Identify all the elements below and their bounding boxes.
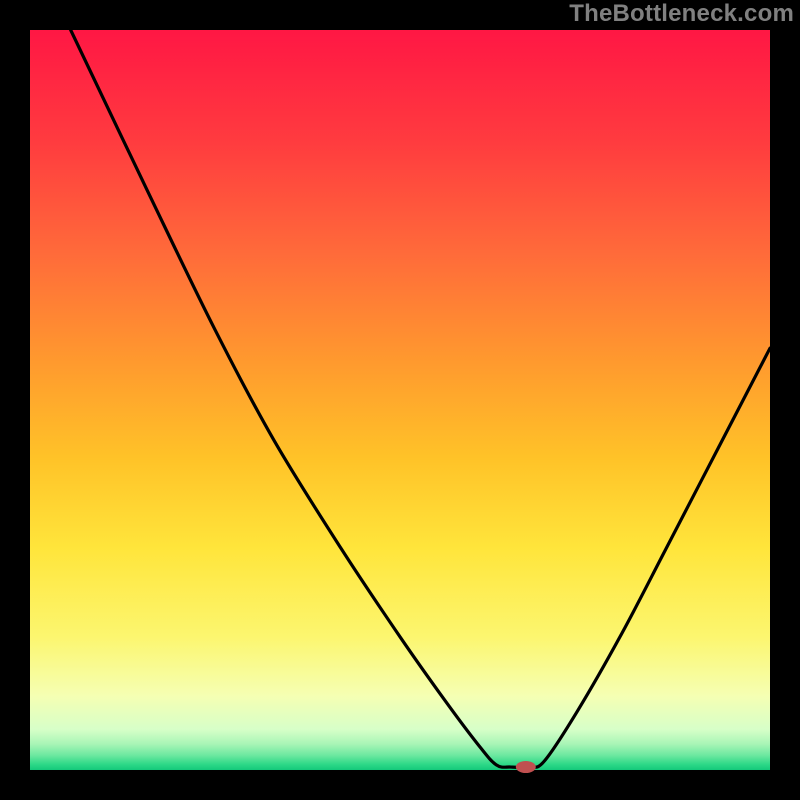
bottleneck-chart	[0, 0, 800, 800]
optimal-point-marker	[516, 761, 536, 773]
plot-background	[30, 30, 770, 770]
